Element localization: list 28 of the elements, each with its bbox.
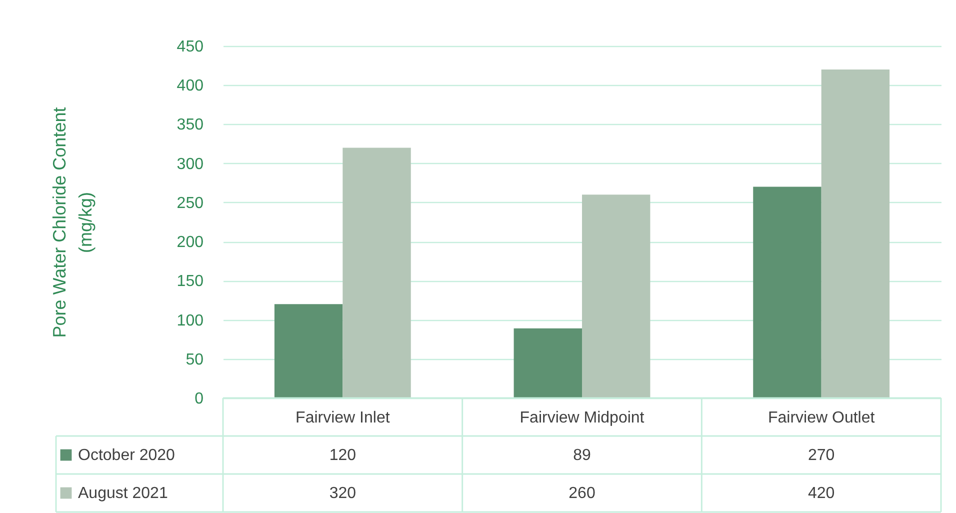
data-label: 89 [573, 447, 591, 464]
data-label: 420 [808, 485, 835, 502]
y-tick-label: 200 [176, 234, 204, 252]
y-tick-label: 100 [176, 312, 204, 330]
data-label: 270 [808, 447, 835, 464]
bar [821, 69, 890, 398]
legend-label: August 2021 [78, 485, 168, 502]
y-tick-label: 50 [186, 351, 204, 368]
bar [514, 328, 582, 398]
bar [274, 304, 343, 398]
data-label: 260 [568, 485, 596, 502]
x-tick-label: Fairview Outlet [768, 410, 876, 426]
y-tick-label: 250 [176, 194, 204, 212]
data-label: 120 [329, 447, 356, 464]
legend-label: October 2020 [78, 447, 176, 464]
y-axis-title: Pore Water Chloride Content (mg/kg) [50, 107, 96, 338]
y-tick-label: 150 [176, 273, 204, 290]
bar [342, 148, 411, 398]
y-tick-label: 450 [176, 38, 204, 56]
data-label: 320 [329, 485, 356, 502]
y-tick-label: 350 [176, 116, 204, 134]
bar [753, 186, 822, 398]
y-tick-label: 300 [176, 156, 204, 173]
y-tick-label: 400 [176, 78, 204, 95]
x-tick-label: Fairview Midpoint [520, 410, 645, 426]
y-tick-label: 0 [194, 390, 204, 408]
bar [582, 194, 650, 398]
x-tick-label: Fairview Inlet [296, 410, 390, 426]
